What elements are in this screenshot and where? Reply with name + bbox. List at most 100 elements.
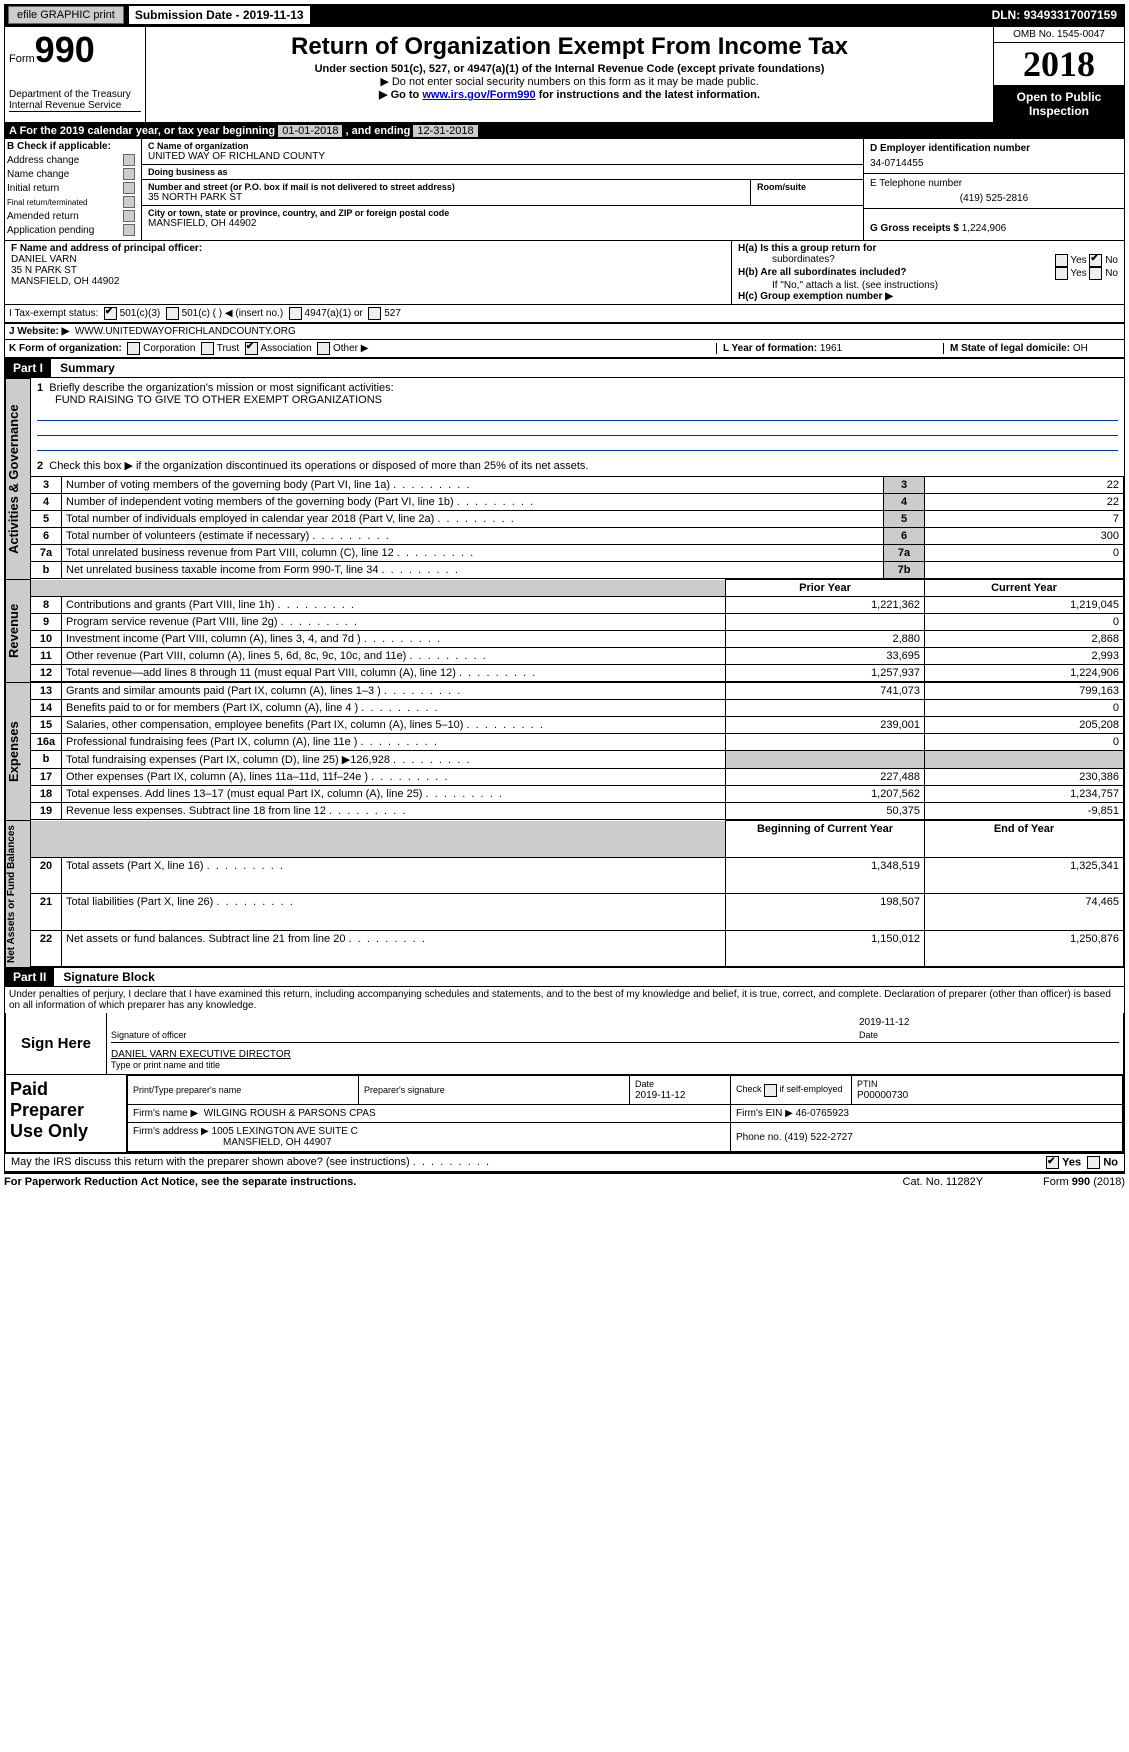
form-ref: Form 990 (2018) — [1043, 1176, 1125, 1188]
activities-governance-label: Activities & Governance — [5, 378, 31, 579]
dept-treasury: Department of the Treasury — [9, 89, 141, 100]
net-assets-label: Net Assets or Fund Balances — [5, 820, 31, 967]
net-assets-table: Beginning of Current YearEnd of Year20To… — [31, 820, 1124, 967]
firm-addr-label: Firm's address ▶ — [133, 1126, 209, 1137]
top-bar: efile GRAPHIC print Submission Date - 20… — [4, 4, 1125, 26]
open-to-public: Open to Public Inspection — [994, 86, 1124, 122]
org-name: UNITED WAY OF RICHLAND COUNTY — [148, 151, 857, 162]
firm-addr2: MANSFIELD, OH 44907 — [223, 1137, 331, 1148]
preparer-sig-label: Preparer's signature — [364, 1085, 445, 1095]
tel-label: E Telephone number — [870, 178, 1118, 189]
firm-ein: 46-0765923 — [796, 1108, 849, 1119]
checkbox-icon[interactable] — [245, 342, 258, 355]
officer-name: DANIEL VARN — [11, 254, 77, 265]
ptin-value: P00000730 — [857, 1090, 908, 1101]
ptin-label: PTIN — [857, 1079, 878, 1089]
sig-date-label: Date — [859, 1030, 1119, 1040]
row-j: J Website: ▶ WWW.UNITEDWAYOFRICHLANDCOUN… — [5, 323, 1124, 339]
checkbox-icon[interactable] — [1055, 254, 1068, 267]
prep-date-label: Date — [635, 1079, 654, 1089]
form-org-label: K Form of organization: — [9, 343, 122, 354]
chk-initial-return: Initial return — [7, 183, 59, 194]
preparer-name-label: Print/Type preparer's name — [133, 1085, 241, 1095]
chk-address-change: Address change — [7, 155, 79, 166]
ein-value: 34-0714455 — [870, 158, 1118, 169]
form-number: Form990 — [9, 29, 141, 71]
firm-phone: (419) 522-2727 — [784, 1132, 852, 1143]
checkbox-icon[interactable] — [1046, 1156, 1059, 1169]
col-b-header: B Check if applicable: — [7, 141, 139, 152]
mission-text: FUND RAISING TO GIVE TO OTHER EXEMPT ORG… — [55, 394, 382, 406]
summary-table: 3Number of voting members of the governi… — [31, 476, 1124, 579]
h-b-note: If "No," attach a list. (see instruction… — [772, 280, 1118, 291]
entity-block: B Check if applicable: Address change Na… — [5, 139, 1124, 240]
state-domicile: OH — [1073, 343, 1088, 354]
chk-app-pending: Application pending — [7, 225, 94, 236]
year-formation-label: L Year of formation: — [723, 343, 820, 354]
efile-print-button[interactable]: efile GRAPHIC print — [8, 6, 124, 24]
tel-value: (419) 525-2816 — [870, 193, 1118, 204]
omb-number: OMB No. 1545-0047 — [994, 27, 1124, 43]
officer-sig-name: DANIEL VARN EXECUTIVE DIRECTOR — [111, 1049, 291, 1060]
perjury-text: Under penalties of perjury, I declare th… — [5, 987, 1124, 1013]
officer-sig-name-label: Type or print name and title — [111, 1060, 1119, 1070]
checkbox-icon[interactable] — [104, 307, 117, 320]
street-label: Number and street (or P.O. box if mail i… — [148, 182, 744, 192]
part-2-header: Part II Signature Block — [5, 967, 1124, 987]
checkbox-icon[interactable] — [317, 342, 330, 355]
checkbox-icon[interactable] — [368, 307, 381, 320]
revenue-table: Prior YearCurrent Year8Contributions and… — [31, 579, 1124, 682]
street-value: 35 NORTH PARK ST — [148, 192, 744, 203]
checkbox-icon[interactable] — [1089, 267, 1102, 280]
chk-name-change: Name change — [7, 169, 69, 180]
expenses-label: Expenses — [5, 682, 31, 820]
sign-here-block: Sign Here 2019-11-12 Signature of office… — [5, 1013, 1124, 1075]
firm-addr1: 1005 LEXINGTON AVE SUITE C — [212, 1126, 358, 1137]
paid-preparer-block: Paid Preparer Use Only Print/Type prepar… — [5, 1075, 1124, 1153]
discuss-row: May the IRS discuss this return with the… — [5, 1153, 1124, 1171]
h-a: H(a) Is this a group return for — [738, 243, 1118, 254]
officer-label: F Name and address of principal officer: — [11, 243, 202, 254]
checkbox-icon[interactable] — [123, 210, 135, 222]
checkbox-icon[interactable] — [123, 224, 135, 236]
prep-date: 2019-11-12 — [635, 1090, 685, 1101]
h-a-sub: subordinates? — [772, 254, 835, 267]
ein-label: D Employer identification number — [870, 143, 1118, 154]
irs-link[interactable]: www.irs.gov/Form990 — [422, 89, 535, 101]
checkbox-icon[interactable] — [1055, 267, 1068, 280]
gross-value: 1,224,906 — [962, 223, 1007, 234]
part-1-header: Part I Summary — [5, 358, 1124, 378]
self-emp-label: Check if self-employed — [736, 1084, 843, 1094]
city-label: City or town, state or province, country… — [148, 208, 857, 218]
website-label: J Website: ▶ — [9, 326, 69, 337]
form-title: Return of Organization Exempt From Incom… — [150, 33, 989, 61]
mission-label: Briefly describe the organization's miss… — [49, 382, 393, 394]
checkbox-icon[interactable] — [289, 307, 302, 320]
gross-label: G Gross receipts $ — [870, 223, 962, 234]
sign-here-label: Sign Here — [6, 1013, 107, 1074]
ssn-note: ▶ Do not enter social security numbers o… — [150, 75, 989, 88]
checkbox-icon[interactable] — [1087, 1156, 1100, 1169]
checkbox-icon[interactable] — [123, 168, 135, 180]
city-value: MANSFIELD, OH 44902 — [148, 218, 857, 229]
chk-final-return: Final return/terminated — [7, 198, 87, 207]
checkbox-icon[interactable] — [764, 1084, 777, 1097]
checkbox-icon[interactable] — [201, 342, 214, 355]
h-c: H(c) Group exemption number ▶ — [738, 291, 893, 302]
checkbox-icon[interactable] — [1089, 254, 1102, 267]
officer-addr2: MANSFIELD, OH 44902 — [11, 276, 119, 287]
checkbox-icon[interactable] — [123, 154, 135, 166]
checkbox-icon[interactable] — [123, 182, 135, 194]
discontinued-label: Check this box ▶ if the organization dis… — [49, 460, 588, 472]
checkbox-icon[interactable] — [127, 342, 140, 355]
checkbox-icon[interactable] — [166, 307, 179, 320]
expenses-table: 13Grants and similar amounts paid (Part … — [31, 682, 1124, 820]
submission-date-label: Submission Date - 2019-11-13 — [128, 5, 311, 25]
firm-phone-label: Phone no. — [736, 1132, 784, 1143]
goto-note: ▶ Go to www.irs.gov/Form990 for instruct… — [150, 88, 989, 101]
sign-date: 2019-11-12 — [859, 1017, 1119, 1028]
room-label: Room/suite — [757, 182, 857, 192]
checkbox-icon[interactable] — [123, 196, 135, 208]
tax-year: 2018 — [994, 43, 1124, 86]
firm-name: WILGING ROUSH & PARSONS CPAS — [204, 1108, 376, 1119]
